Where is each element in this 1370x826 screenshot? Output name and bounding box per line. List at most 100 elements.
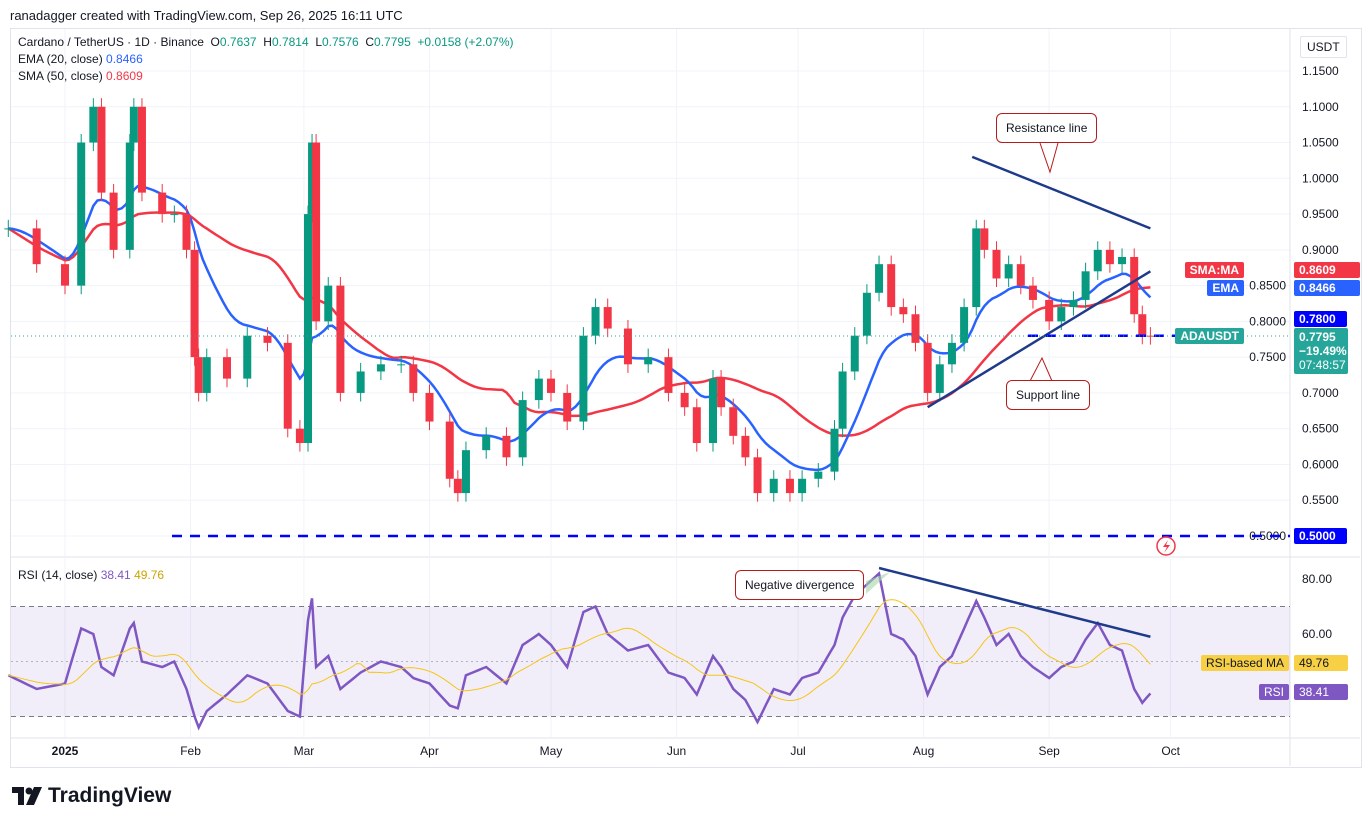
low-value: 0.7576 [322,35,359,49]
support-line [926,270,1152,409]
candle-body [838,371,847,429]
divergence-highlight [866,572,890,594]
tradingview-logo[interactable]: TradingView [12,784,171,808]
time-tick-label: Apr [420,744,439,758]
candle-body [243,335,252,379]
candle-body [125,142,134,250]
candle-body [534,378,543,401]
symbol-name[interactable]: Cardano / TetherUS · 1D · Binance [18,35,204,49]
divergence-callout[interactable]: Negative divergence [735,570,865,600]
candle-body [887,264,896,308]
candle-body [518,400,527,458]
currency-button[interactable]: USDT [1300,36,1347,58]
candle-body [980,228,989,250]
candle-body [4,228,13,230]
candle-body [947,342,956,365]
last-price: 0.7795 [1299,330,1336,344]
candle-body [1057,307,1066,322]
candle-body [785,478,794,494]
candle-body [295,428,304,444]
candle-body [709,378,717,444]
open-label: O [210,35,220,49]
time-tick-label: Feb [180,744,201,758]
symbol-legend: Cardano / TetherUS · 1D · Binance O0.763… [18,35,514,49]
time-tick-label: Oct [1161,744,1180,758]
rsi-tick-label: 80.00 [1302,572,1332,586]
candle-body [875,264,884,293]
price-tick-label: 0.8000 [1249,314,1286,328]
price-tick-label: 1.0500 [1302,136,1339,150]
candle-body [935,364,944,393]
level-050-label: 0.5000 [1294,528,1347,544]
candle-body [603,307,612,329]
candle-body [1045,299,1054,322]
high-value: 0.7814 [271,35,309,49]
time-tick-label: May [540,744,563,758]
candle-body [814,471,823,479]
candle-body [283,342,292,429]
ema-value: 0.8466 [106,52,143,66]
candle-body [158,192,167,215]
candle-body [190,249,199,358]
candle-body [312,142,321,322]
ema-axis-name: EMA [1207,280,1244,296]
candle-body [680,392,689,408]
candle-body [753,457,762,494]
rsi-label: RSI (14, close) [18,568,98,582]
candle-body [960,307,969,343]
candle-body [644,357,653,365]
sma-legend[interactable]: SMA (50, close) 0.8609 [18,69,143,83]
candle-body [1028,285,1037,300]
candle-body [194,357,203,393]
price-tick-label: 0.6500 [1302,422,1339,436]
candle-body [32,228,41,265]
rsi-axis-name: RSI [1258,684,1289,700]
price-tick-label: 0.9500 [1302,207,1339,221]
candle-body [263,335,272,343]
candle-body [547,378,555,393]
price-tick-label: 0.5500 [1302,493,1339,507]
candle-body [223,357,231,379]
resistance-line [971,155,1151,230]
price-tick-label: 0.6000 [1302,457,1339,471]
rsi-trend-line [878,566,1151,638]
chart-frame [10,28,1362,768]
sma-value: 0.8609 [106,69,143,83]
candle-body [409,364,418,393]
rsi-legend[interactable]: RSI (14, close) 38.41 49.76 [18,568,164,582]
candle-body [1081,271,1090,300]
candle-body [182,214,191,250]
time-tick-label: Jul [790,744,805,758]
ema-legend[interactable]: EMA (20, close) 0.8466 [18,52,143,66]
candle-body [911,314,920,343]
chart-credit: ranadagger created with TradingView.com,… [10,8,403,23]
ema-axis-value: 0.8466 [1294,280,1360,296]
price-tick-label: 0.7000 [1302,386,1339,400]
candle-body [61,264,69,286]
resistance-callout[interactable]: Resistance line [996,113,1098,143]
price-tick-label: 0.5000 [1249,529,1286,543]
rsi-ma-value: 49.76 [134,568,165,582]
candle-body [579,335,588,422]
last-price-tag: 0.7795 −19.49% 07:48:57 [1294,328,1348,374]
low-label: L [315,35,322,49]
time-tick-label: Jun [667,744,686,758]
price-tick-label: 1.1500 [1302,64,1339,78]
candle-body [425,392,434,422]
candle-body [324,285,333,322]
candle-body [741,435,750,458]
sma-label: SMA (50, close) [18,69,103,83]
ema-label: EMA (20, close) [18,52,103,66]
resistance-callout-pointer [1039,142,1059,174]
candle-body [445,421,454,479]
candle-body [1105,249,1114,265]
candle-body [356,371,365,393]
candle-body [304,214,312,444]
rsi-ma-axis-value: 49.76 [1294,655,1348,671]
candle-body [623,328,632,365]
candle-body [1004,264,1013,279]
support-callout[interactable]: Support line [1006,380,1091,410]
candle-body [1146,335,1155,337]
candle-body [563,392,572,422]
